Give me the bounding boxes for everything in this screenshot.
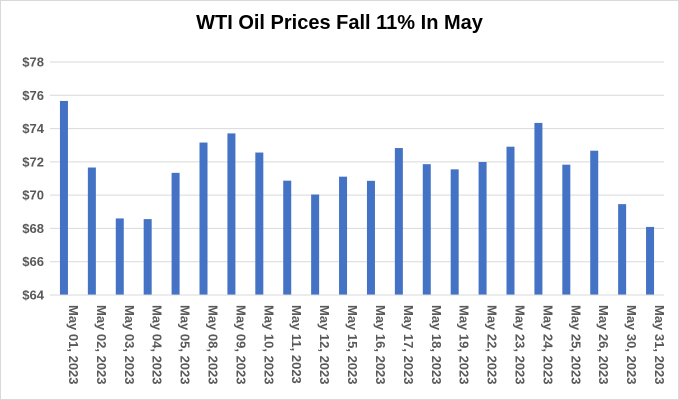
bar: [171, 172, 180, 295]
y-tick-label: $72: [22, 154, 44, 169]
bar: [366, 180, 375, 295]
x-tick-label: May 23, 2023: [513, 305, 528, 385]
bar: [283, 180, 292, 295]
bar: [115, 218, 124, 295]
bar: [534, 122, 543, 295]
bar: [339, 176, 348, 295]
bar: [87, 167, 96, 295]
x-tick-label: May 30, 2023: [624, 305, 639, 385]
x-tick-label: May 02, 2023: [94, 305, 109, 385]
x-tick-label: May 10, 2023: [261, 305, 276, 385]
x-tick-label: May 04, 2023: [150, 305, 165, 385]
gridlines: [50, 61, 664, 263]
bar: [59, 100, 68, 296]
x-tick-label: May 01, 2023: [66, 305, 81, 385]
x-tick-label: May 15, 2023: [345, 305, 360, 385]
bar: [646, 226, 655, 295]
x-tick-label: May 31, 2023: [652, 305, 667, 385]
x-tick-label: May 18, 2023: [429, 305, 444, 385]
bar: [311, 194, 320, 295]
bar: [422, 164, 431, 295]
x-tick-label: May 17, 2023: [401, 305, 416, 385]
x-tick-label: May 09, 2023: [233, 305, 248, 385]
x-axis-ticks: May 01, 2023 May 02, 2023 May 03, 2023 May …: [66, 305, 667, 385]
x-tick-label: May 19, 2023: [457, 305, 472, 385]
y-tick-label: $64: [22, 288, 44, 303]
bar: [450, 169, 459, 295]
y-tick-label: $66: [22, 254, 44, 269]
bar: [590, 150, 599, 295]
x-tick-label: May 08, 2023: [206, 305, 221, 385]
y-tick-label: $74: [22, 121, 44, 136]
bars: [59, 100, 655, 296]
chart-title: WTI Oil Prices Fall 11% In May: [196, 12, 483, 34]
x-tick-label: May 03, 2023: [122, 305, 137, 385]
y-tick-label: $70: [22, 188, 44, 203]
x-tick-label: May 26, 2023: [596, 305, 611, 385]
y-tick-label: $68: [22, 221, 44, 236]
bar: [618, 204, 627, 295]
x-tick-label: May 12, 2023: [317, 305, 332, 385]
y-tick-label: $76: [22, 88, 44, 103]
x-tick-label: May 24, 2023: [540, 305, 555, 385]
bar: [143, 219, 152, 295]
bar: [506, 146, 515, 295]
y-tick-label: $78: [22, 55, 44, 70]
bar: [255, 152, 264, 295]
x-tick-label: May 16, 2023: [373, 305, 388, 385]
bar: [227, 133, 236, 295]
y-axis-ticks: $64 $66 $68 $70 $72 $74 $76 $78: [22, 55, 44, 303]
x-tick-label: May 11, 2023: [289, 305, 304, 384]
bar: [562, 164, 571, 295]
x-tick-label: May 25, 2023: [568, 305, 583, 385]
bar: [199, 142, 208, 295]
x-tick-label: May 22, 2023: [485, 305, 500, 385]
bar: [394, 148, 403, 295]
x-tick-label: May 05, 2023: [178, 305, 193, 385]
bar: [478, 162, 487, 295]
